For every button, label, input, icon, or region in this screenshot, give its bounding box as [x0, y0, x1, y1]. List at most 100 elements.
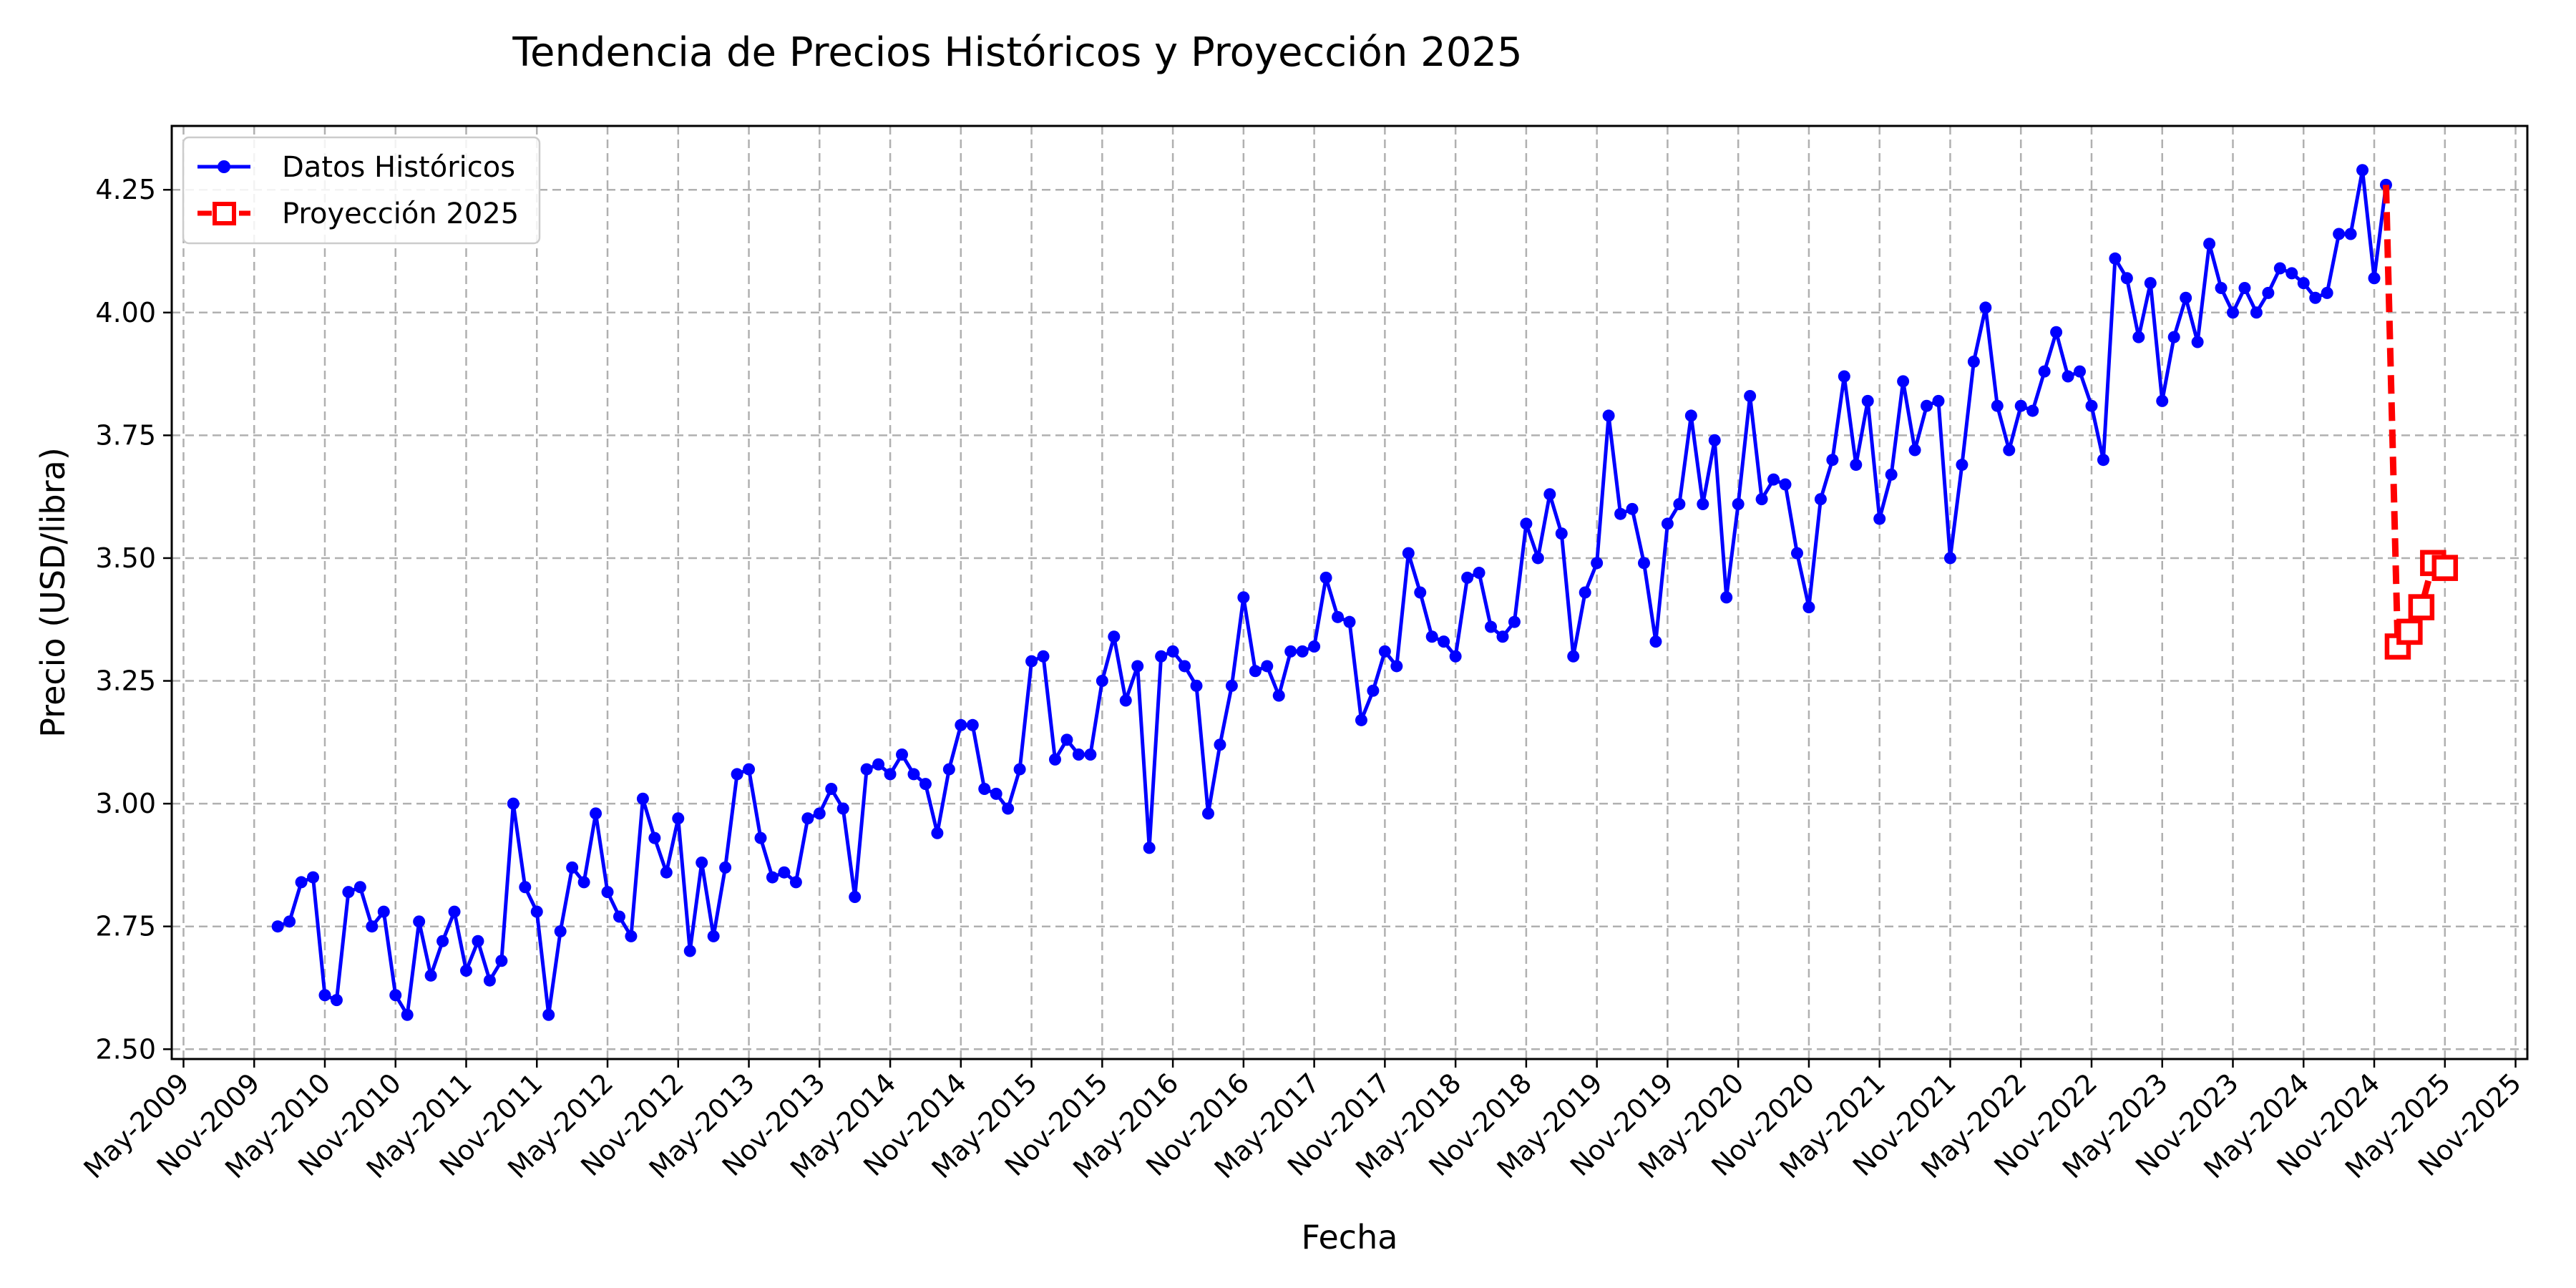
grid	[172, 126, 2527, 1059]
data-point-historical	[424, 969, 437, 982]
data-point-historical	[495, 955, 508, 967]
legend-label-projection: Proyección 2025	[282, 197, 519, 230]
data-point-historical	[2014, 399, 2027, 412]
data-point-historical	[2285, 267, 2298, 280]
data-point-historical	[519, 881, 532, 894]
data-point-historical	[896, 748, 909, 761]
data-point-historical	[2356, 164, 2369, 177]
data-point-historical	[590, 807, 602, 820]
data-point-historical	[1543, 488, 1556, 501]
data-point-historical	[1802, 601, 1815, 614]
data-point-historical	[1720, 591, 1733, 604]
data-point-historical	[1296, 645, 1309, 658]
data-point-historical	[1732, 497, 1745, 510]
data-point-projection	[2396, 618, 2423, 645]
data-point-historical	[1332, 610, 1345, 623]
legend-marker-projection	[213, 202, 236, 225]
data-point-historical	[1025, 655, 1038, 668]
data-point-historical	[1943, 552, 1956, 565]
data-point-historical	[1438, 635, 1450, 648]
data-point-historical	[1579, 586, 1591, 599]
data-point-historical	[318, 989, 331, 1002]
data-point-historical	[2026, 404, 2039, 417]
data-point-historical	[1249, 665, 1262, 678]
data-point-historical	[1355, 713, 1367, 726]
data-point-historical	[2203, 238, 2216, 250]
data-point-historical	[1649, 635, 1662, 648]
data-point-historical	[2215, 281, 2228, 294]
legend: Datos Históricos Proyección 2025	[182, 136, 541, 245]
data-point-historical	[1179, 660, 1191, 673]
data-point-historical	[1225, 679, 1238, 692]
y-axis-label: Precio (USD/libra)	[34, 447, 72, 738]
data-point-historical	[2191, 336, 2204, 348]
data-point-historical	[2297, 277, 2310, 290]
data-point-historical	[2109, 252, 2122, 265]
data-point-historical	[1013, 763, 1026, 776]
data-point-historical	[483, 974, 496, 987]
data-point-historical	[719, 861, 732, 874]
data-point-historical	[353, 881, 366, 894]
y-tick-label: 3.50	[95, 542, 156, 574]
data-point-historical	[1790, 547, 1803, 560]
data-point-historical	[1084, 748, 1097, 761]
y-tick-label: 2.50	[95, 1033, 156, 1065]
data-point-historical	[884, 768, 897, 781]
y-tick-label: 4.00	[95, 297, 156, 328]
chart-title: Tendencia de Precios Históricos y Proyec…	[512, 29, 1522, 76]
data-point-historical	[283, 915, 296, 928]
series-line-historical	[277, 168, 2388, 1017]
data-point-historical	[931, 826, 944, 839]
data-point-historical	[271, 920, 284, 933]
data-point-historical	[766, 871, 779, 884]
data-point-historical	[366, 920, 379, 933]
data-point-historical	[2038, 365, 2051, 378]
data-point-historical	[1143, 841, 1156, 854]
data-point-historical	[1049, 753, 1061, 766]
data-point-historical	[731, 768, 743, 781]
data-point-historical	[1661, 517, 1674, 530]
data-point-historical	[2309, 291, 2322, 304]
data-point-historical	[1449, 650, 1462, 663]
data-point-projection	[2431, 555, 2459, 581]
y-tick-label: 3.75	[95, 419, 156, 451]
legend-marker-historical	[218, 160, 230, 173]
data-point-historical	[1378, 645, 1391, 658]
data-point-historical	[1319, 571, 1332, 584]
data-point-historical	[1838, 370, 1850, 383]
data-point-historical	[2050, 326, 2063, 338]
data-point-historical	[1284, 645, 1297, 658]
data-point-historical	[1414, 586, 1427, 599]
data-point-historical	[1308, 640, 1321, 653]
data-point-historical	[2273, 262, 2286, 275]
data-point-historical	[801, 812, 814, 825]
y-tick-label: 3.00	[95, 788, 156, 819]
data-point-historical	[978, 783, 991, 796]
data-point-historical	[636, 792, 649, 805]
data-point-historical	[825, 783, 838, 796]
data-point-historical	[472, 935, 484, 947]
data-point-historical	[1897, 375, 1910, 388]
data-point-historical	[1190, 679, 1203, 692]
data-point-historical	[743, 763, 756, 776]
data-point-historical	[1155, 650, 1168, 663]
data-point-historical	[660, 866, 673, 879]
data-point-historical	[1473, 567, 1485, 580]
data-point-historical	[2333, 228, 2346, 240]
data-point-historical	[1814, 493, 1827, 506]
data-point-historical	[1214, 738, 1226, 751]
legend-label-historical: Datos Históricos	[282, 151, 515, 184]
legend-box	[182, 136, 541, 245]
data-point-historical	[1673, 497, 1686, 510]
data-point-historical	[955, 718, 967, 731]
data-point-historical	[1237, 591, 1250, 604]
data-point-historical	[601, 886, 614, 899]
data-point-historical	[919, 778, 932, 791]
data-point-historical	[1991, 399, 2004, 412]
data-point-historical	[813, 807, 826, 820]
data-point-historical	[1343, 615, 1356, 628]
data-point-historical	[1591, 557, 1604, 570]
y-axis-ticks: 2.50 2.75 3.00 3.25 3.50 3.75 4.00 4.25	[95, 174, 172, 1065]
data-point-historical	[1755, 493, 1768, 506]
